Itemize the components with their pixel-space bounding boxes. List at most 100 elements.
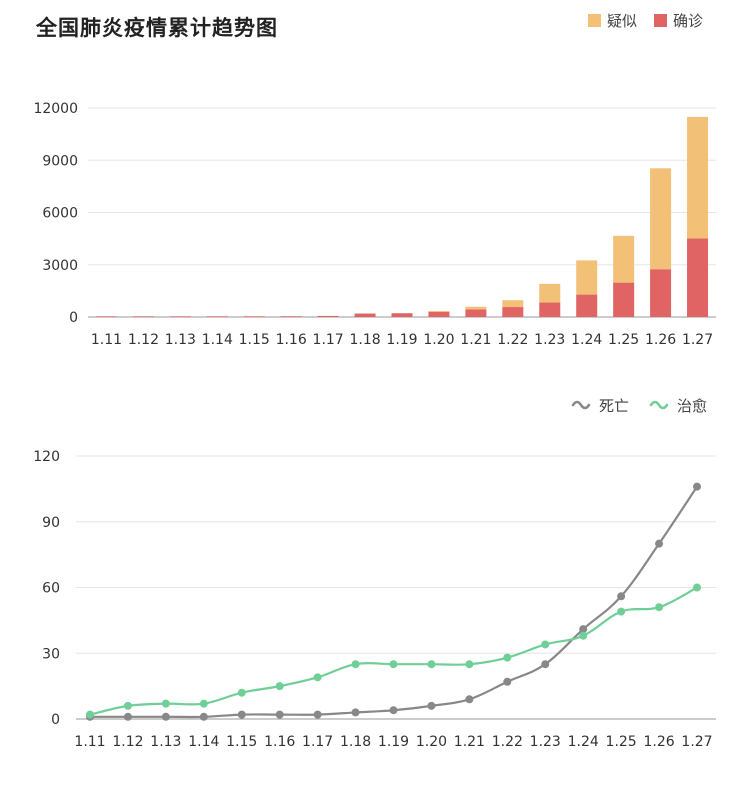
bar-confirmed	[613, 282, 635, 317]
x-tick-label: 1.22	[497, 332, 528, 348]
point-recovered	[579, 631, 588, 640]
bar-confirmed	[317, 315, 339, 317]
y-tick-label: 30	[42, 646, 60, 662]
bar-confirmed	[391, 313, 413, 317]
x-tick-label: 1.20	[416, 734, 447, 750]
point-recovered	[199, 699, 208, 708]
point-recovered	[237, 688, 246, 697]
point-deaths	[199, 712, 208, 721]
x-tick-label: 1.13	[165, 332, 196, 348]
x-tick-label: 1.12	[112, 734, 143, 750]
x-tick-label: 1.13	[150, 734, 181, 750]
point-deaths	[237, 710, 246, 719]
point-deaths	[123, 712, 132, 721]
bar-confirmed	[502, 307, 524, 317]
x-tick-label: 1.27	[681, 734, 712, 750]
point-recovered	[123, 701, 132, 710]
legend-swatch	[654, 14, 667, 27]
bar-confirmed	[280, 316, 302, 318]
x-tick-label: 1.22	[492, 734, 523, 750]
bar-suspected	[650, 168, 672, 270]
bar-confirmed	[354, 313, 376, 317]
bar-confirmed	[132, 316, 154, 318]
x-tick-label: 1.24	[571, 332, 602, 348]
point-recovered	[351, 660, 360, 669]
legend-label: 治愈	[677, 397, 707, 415]
x-tick-label: 1.14	[202, 332, 233, 348]
point-deaths	[579, 625, 588, 634]
y-tick-label: 0	[69, 310, 78, 326]
legend-swatch	[649, 400, 669, 410]
point-recovered	[465, 660, 474, 669]
bar-suspected	[465, 306, 487, 310]
x-tick-label: 1.15	[239, 332, 270, 348]
x-tick-label: 1.24	[568, 734, 599, 750]
bar-confirmed	[650, 269, 672, 317]
x-tick-label: 1.11	[91, 332, 122, 348]
point-recovered	[503, 653, 512, 662]
x-tick-label: 1.15	[226, 734, 257, 750]
point-recovered	[655, 603, 664, 612]
x-tick-label: 1.18	[349, 332, 380, 348]
x-tick-label: 1.16	[264, 734, 295, 750]
point-recovered	[693, 583, 701, 592]
x-tick-label: 1.23	[530, 734, 561, 750]
y-tick-label: 90	[42, 515, 60, 531]
point-deaths	[541, 660, 550, 669]
x-tick-label: 1.25	[608, 332, 639, 348]
x-tick-label: 1.18	[340, 734, 371, 750]
point-deaths	[275, 710, 284, 719]
point-deaths	[693, 482, 701, 491]
point-deaths	[655, 539, 664, 548]
line-recovered	[89, 586, 698, 716]
bar-confirmed	[687, 238, 709, 317]
x-tick-label: 1.12	[128, 332, 159, 348]
point-deaths	[313, 710, 322, 719]
x-tick-label: 1.25	[606, 734, 637, 750]
bar-confirmed	[539, 302, 561, 317]
x-tick-label: 1.19	[378, 734, 409, 750]
point-recovered	[617, 607, 626, 616]
x-tick-label: 1.23	[534, 332, 565, 348]
legend-swatch	[588, 14, 601, 27]
x-tick-label: 1.16	[276, 332, 307, 348]
x-tick-label: 1.20	[423, 332, 454, 348]
bar-confirmed	[576, 294, 598, 317]
point-deaths	[351, 708, 360, 717]
bar-confirmed	[243, 316, 265, 318]
y-tick-label: 12000	[33, 101, 78, 117]
bar-suspected	[428, 310, 450, 312]
y-tick-label: 9000	[42, 153, 78, 169]
point-recovered	[427, 660, 436, 669]
y-tick-label: 3000	[42, 258, 78, 274]
y-tick-label: 6000	[42, 206, 78, 222]
legend-swatch	[571, 400, 591, 410]
x-tick-label: 1.11	[74, 734, 105, 750]
bar-suspected	[613, 235, 635, 283]
y-tick-label: 60	[42, 581, 60, 597]
x-tick-label: 1.26	[645, 332, 676, 348]
bar-confirmed	[169, 316, 191, 318]
y-tick-label: 120	[33, 449, 60, 465]
x-tick-label: 1.17	[313, 332, 344, 348]
bar-confirmed	[428, 311, 450, 317]
point-deaths	[427, 701, 436, 710]
bar-confirmed	[95, 316, 117, 318]
x-tick-label: 1.21	[454, 734, 485, 750]
line-chart: 0 30 60 90 120 1.11 1.12 1.13 1.14 1.15 1.16 1.17 1.…	[33, 397, 716, 750]
point-recovered	[389, 660, 398, 669]
point-recovered	[161, 699, 170, 708]
point-deaths	[465, 695, 474, 704]
y-tick-label: 0	[51, 712, 60, 728]
point-deaths	[503, 677, 512, 686]
x-tick-label: 1.21	[460, 332, 491, 348]
x-tick-label: 1.26	[643, 734, 674, 750]
point-deaths	[389, 706, 398, 715]
point-recovered	[275, 682, 284, 691]
page-title: 全国肺炎疫情累计趋势图	[36, 16, 278, 40]
bar-suspected	[539, 283, 561, 303]
bar-suspected	[502, 300, 524, 308]
x-tick-label: 1.27	[682, 332, 713, 348]
x-tick-label: 1.17	[302, 734, 333, 750]
